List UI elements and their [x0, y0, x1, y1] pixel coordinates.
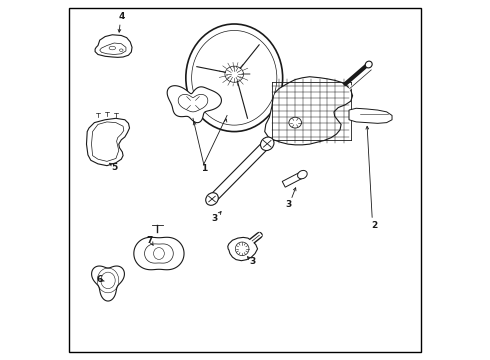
Polygon shape — [167, 86, 221, 123]
Text: 7: 7 — [147, 236, 153, 245]
Polygon shape — [134, 237, 184, 270]
Text: 2: 2 — [372, 221, 378, 230]
Polygon shape — [100, 43, 126, 54]
Text: 3: 3 — [250, 257, 256, 266]
Ellipse shape — [235, 242, 249, 256]
Text: 3: 3 — [211, 214, 218, 223]
Ellipse shape — [365, 61, 372, 68]
Text: 1: 1 — [200, 164, 207, 173]
Polygon shape — [228, 237, 258, 261]
Text: 6: 6 — [97, 275, 103, 284]
Polygon shape — [282, 172, 304, 187]
Ellipse shape — [225, 66, 244, 82]
Ellipse shape — [261, 137, 274, 150]
Ellipse shape — [206, 193, 219, 205]
Polygon shape — [265, 77, 353, 145]
Ellipse shape — [120, 49, 123, 51]
Text: 5: 5 — [111, 163, 117, 172]
Ellipse shape — [297, 170, 307, 179]
Polygon shape — [92, 266, 124, 301]
Ellipse shape — [109, 46, 116, 50]
Text: 4: 4 — [118, 12, 124, 21]
Polygon shape — [210, 141, 270, 202]
Ellipse shape — [186, 24, 283, 132]
Ellipse shape — [289, 117, 301, 128]
Ellipse shape — [192, 31, 277, 125]
Ellipse shape — [153, 248, 164, 260]
Polygon shape — [87, 118, 129, 166]
Polygon shape — [95, 35, 132, 57]
Polygon shape — [349, 108, 392, 123]
Polygon shape — [178, 94, 208, 112]
Polygon shape — [145, 244, 173, 263]
Text: 3: 3 — [285, 200, 291, 209]
Polygon shape — [92, 122, 124, 161]
